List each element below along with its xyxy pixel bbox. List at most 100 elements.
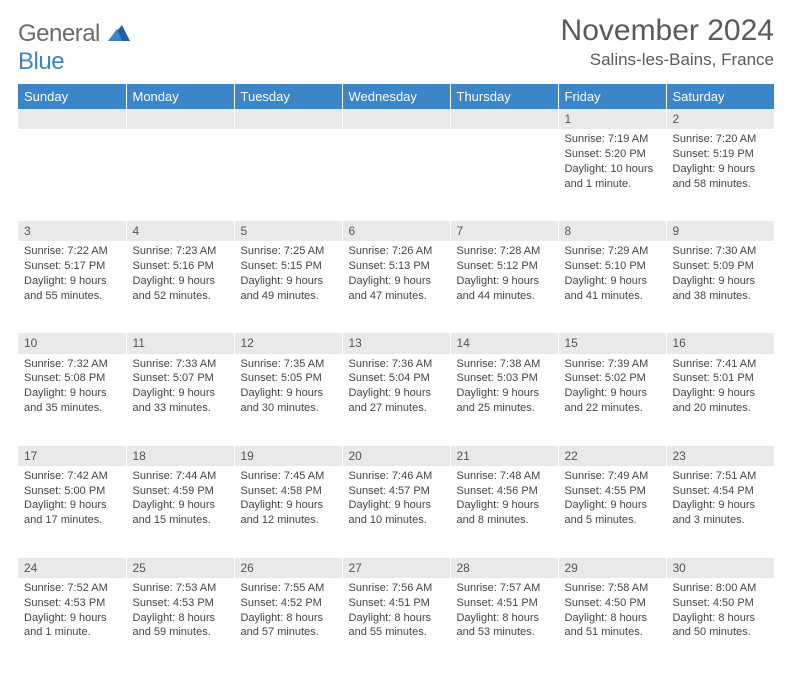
sunrise-text: Sunrise: 7:25 AM xyxy=(241,244,336,259)
day-content-cell: Sunrise: 7:22 AMSunset: 5:17 PMDaylight:… xyxy=(18,241,126,333)
sunset-text: Sunset: 5:01 PM xyxy=(673,371,769,386)
sunrise-text: Sunrise: 7:55 AM xyxy=(241,581,336,596)
day-content-cell: Sunrise: 7:35 AMSunset: 5:05 PMDaylight:… xyxy=(234,354,342,446)
daylight-text-line2: and 5 minutes. xyxy=(565,513,660,528)
weekday-header: Sunday xyxy=(18,84,126,109)
sunset-text: Sunset: 5:07 PM xyxy=(133,371,228,386)
sunrise-text: Sunrise: 7:29 AM xyxy=(565,244,660,259)
daylight-text-line1: Daylight: 8 hours xyxy=(565,611,660,626)
day-number-cell: 14 xyxy=(450,333,558,353)
title-block: November 2024 Salins-les-Bains, France xyxy=(561,14,774,70)
sunset-text: Sunset: 4:57 PM xyxy=(349,484,444,499)
logo-text-general: General xyxy=(18,20,100,47)
day-content-cell: Sunrise: 7:49 AMSunset: 4:55 PMDaylight:… xyxy=(558,466,666,558)
sunrise-text: Sunrise: 7:19 AM xyxy=(565,132,660,147)
sunset-text: Sunset: 5:10 PM xyxy=(565,259,660,274)
day-content-cell: Sunrise: 7:56 AMSunset: 4:51 PMDaylight:… xyxy=(342,578,450,670)
logo-text-blue: Blue xyxy=(18,48,64,75)
day-content-cell: Sunrise: 7:36 AMSunset: 5:04 PMDaylight:… xyxy=(342,354,450,446)
day-number-cell: 18 xyxy=(126,446,234,466)
sunrise-text: Sunrise: 7:32 AM xyxy=(24,357,120,372)
day-content-cell: Sunrise: 7:42 AMSunset: 5:00 PMDaylight:… xyxy=(18,466,126,558)
sunrise-text: Sunrise: 7:53 AM xyxy=(133,581,228,596)
daylight-text-line2: and 38 minutes. xyxy=(673,289,769,304)
sunrise-text: Sunrise: 7:56 AM xyxy=(349,581,444,596)
daylight-text-line2: and 22 minutes. xyxy=(565,401,660,416)
sunset-text: Sunset: 5:16 PM xyxy=(133,259,228,274)
day-number-row: 12 xyxy=(18,109,774,129)
sunrise-text: Sunrise: 7:20 AM xyxy=(673,132,769,147)
day-number-cell: 29 xyxy=(558,558,666,578)
sunset-text: Sunset: 5:20 PM xyxy=(565,147,660,162)
day-number-cell: 10 xyxy=(18,333,126,353)
day-content-row: Sunrise: 7:22 AMSunset: 5:17 PMDaylight:… xyxy=(18,241,774,333)
day-number-cell: 1 xyxy=(558,109,666,129)
day-content-cell: Sunrise: 7:25 AMSunset: 5:15 PMDaylight:… xyxy=(234,241,342,333)
sunrise-text: Sunrise: 7:22 AM xyxy=(24,244,120,259)
sunset-text: Sunset: 4:58 PM xyxy=(241,484,336,499)
sunrise-text: Sunrise: 7:38 AM xyxy=(457,357,552,372)
daylight-text-line2: and 55 minutes. xyxy=(349,625,444,640)
day-number-cell: 3 xyxy=(18,221,126,241)
day-content-row: Sunrise: 7:32 AMSunset: 5:08 PMDaylight:… xyxy=(18,354,774,446)
sunrise-text: Sunrise: 7:42 AM xyxy=(24,469,120,484)
daylight-text-line1: Daylight: 9 hours xyxy=(673,386,769,401)
day-content-cell: Sunrise: 7:29 AMSunset: 5:10 PMDaylight:… xyxy=(558,241,666,333)
daylight-text-line1: Daylight: 8 hours xyxy=(673,611,769,626)
daylight-text-line1: Daylight: 8 hours xyxy=(457,611,552,626)
daylight-text-line1: Daylight: 8 hours xyxy=(133,611,228,626)
day-number-row: 10111213141516 xyxy=(18,333,774,353)
daylight-text-line2: and 58 minutes. xyxy=(673,177,769,192)
weekday-header: Wednesday xyxy=(342,84,450,109)
sunrise-text: Sunrise: 7:48 AM xyxy=(457,469,552,484)
day-content-cell: Sunrise: 7:57 AMSunset: 4:51 PMDaylight:… xyxy=(450,578,558,670)
weekday-header: Friday xyxy=(558,84,666,109)
daylight-text-line2: and 50 minutes. xyxy=(673,625,769,640)
sunrise-text: Sunrise: 7:57 AM xyxy=(457,581,552,596)
weekday-header: Tuesday xyxy=(234,84,342,109)
sunrise-text: Sunrise: 7:39 AM xyxy=(565,357,660,372)
sunrise-text: Sunrise: 7:58 AM xyxy=(565,581,660,596)
daylight-text-line2: and 1 minute. xyxy=(565,177,660,192)
sunset-text: Sunset: 4:55 PM xyxy=(565,484,660,499)
day-content-cell: Sunrise: 7:28 AMSunset: 5:12 PMDaylight:… xyxy=(450,241,558,333)
sunrise-text: Sunrise: 7:52 AM xyxy=(24,581,120,596)
daylight-text-line2: and 25 minutes. xyxy=(457,401,552,416)
sunrise-text: Sunrise: 7:49 AM xyxy=(565,469,660,484)
day-content-row: Sunrise: 7:42 AMSunset: 5:00 PMDaylight:… xyxy=(18,466,774,558)
weekday-header: Saturday xyxy=(666,84,774,109)
sunset-text: Sunset: 4:53 PM xyxy=(24,596,120,611)
sunset-text: Sunset: 5:15 PM xyxy=(241,259,336,274)
sunrise-text: Sunrise: 7:44 AM xyxy=(133,469,228,484)
daylight-text-line2: and 59 minutes. xyxy=(133,625,228,640)
sunset-text: Sunset: 4:50 PM xyxy=(565,596,660,611)
day-number-cell: 26 xyxy=(234,558,342,578)
day-number-cell: 27 xyxy=(342,558,450,578)
daylight-text-line1: Daylight: 9 hours xyxy=(349,386,444,401)
day-content-cell xyxy=(342,129,450,221)
daylight-text-line2: and 27 minutes. xyxy=(349,401,444,416)
day-content-cell: Sunrise: 7:48 AMSunset: 4:56 PMDaylight:… xyxy=(450,466,558,558)
day-content-cell: Sunrise: 7:39 AMSunset: 5:02 PMDaylight:… xyxy=(558,354,666,446)
day-number-cell: 19 xyxy=(234,446,342,466)
daylight-text-line2: and 49 minutes. xyxy=(241,289,336,304)
day-number-cell: 25 xyxy=(126,558,234,578)
day-number-cell xyxy=(234,109,342,129)
logo-triangle-icon xyxy=(108,20,130,48)
sunset-text: Sunset: 5:12 PM xyxy=(457,259,552,274)
sunset-text: Sunset: 4:51 PM xyxy=(349,596,444,611)
day-content-row: Sunrise: 7:52 AMSunset: 4:53 PM Daylight:… xyxy=(18,578,774,670)
day-content-cell: Sunrise: 7:19 AMSunset: 5:20 PMDaylight:… xyxy=(558,129,666,221)
day-content-cell: Sunrise: 7:53 AMSunset: 4:53 PMDaylight:… xyxy=(126,578,234,670)
daylight-text-line2: and 20 minutes. xyxy=(673,401,769,416)
day-content-cell: Sunrise: 7:55 AMSunset: 4:52 PMDaylight:… xyxy=(234,578,342,670)
daylight-text-line1: Daylight: 9 hours xyxy=(673,274,769,289)
daylight-text-line1: Daylight: 9 hours xyxy=(24,498,120,513)
sunrise-text: Sunrise: 7:45 AM xyxy=(241,469,336,484)
daylight-text-line2: and 3 minutes. xyxy=(673,513,769,528)
daylight-text-line1: Daylight: 9 hours xyxy=(133,386,228,401)
sunset-text: Sunset: 4:51 PM xyxy=(457,596,552,611)
weekday-header: Monday xyxy=(126,84,234,109)
sunrise-text: Sunrise: 7:46 AM xyxy=(349,469,444,484)
day-content-cell: Sunrise: 7:23 AMSunset: 5:16 PMDaylight:… xyxy=(126,241,234,333)
